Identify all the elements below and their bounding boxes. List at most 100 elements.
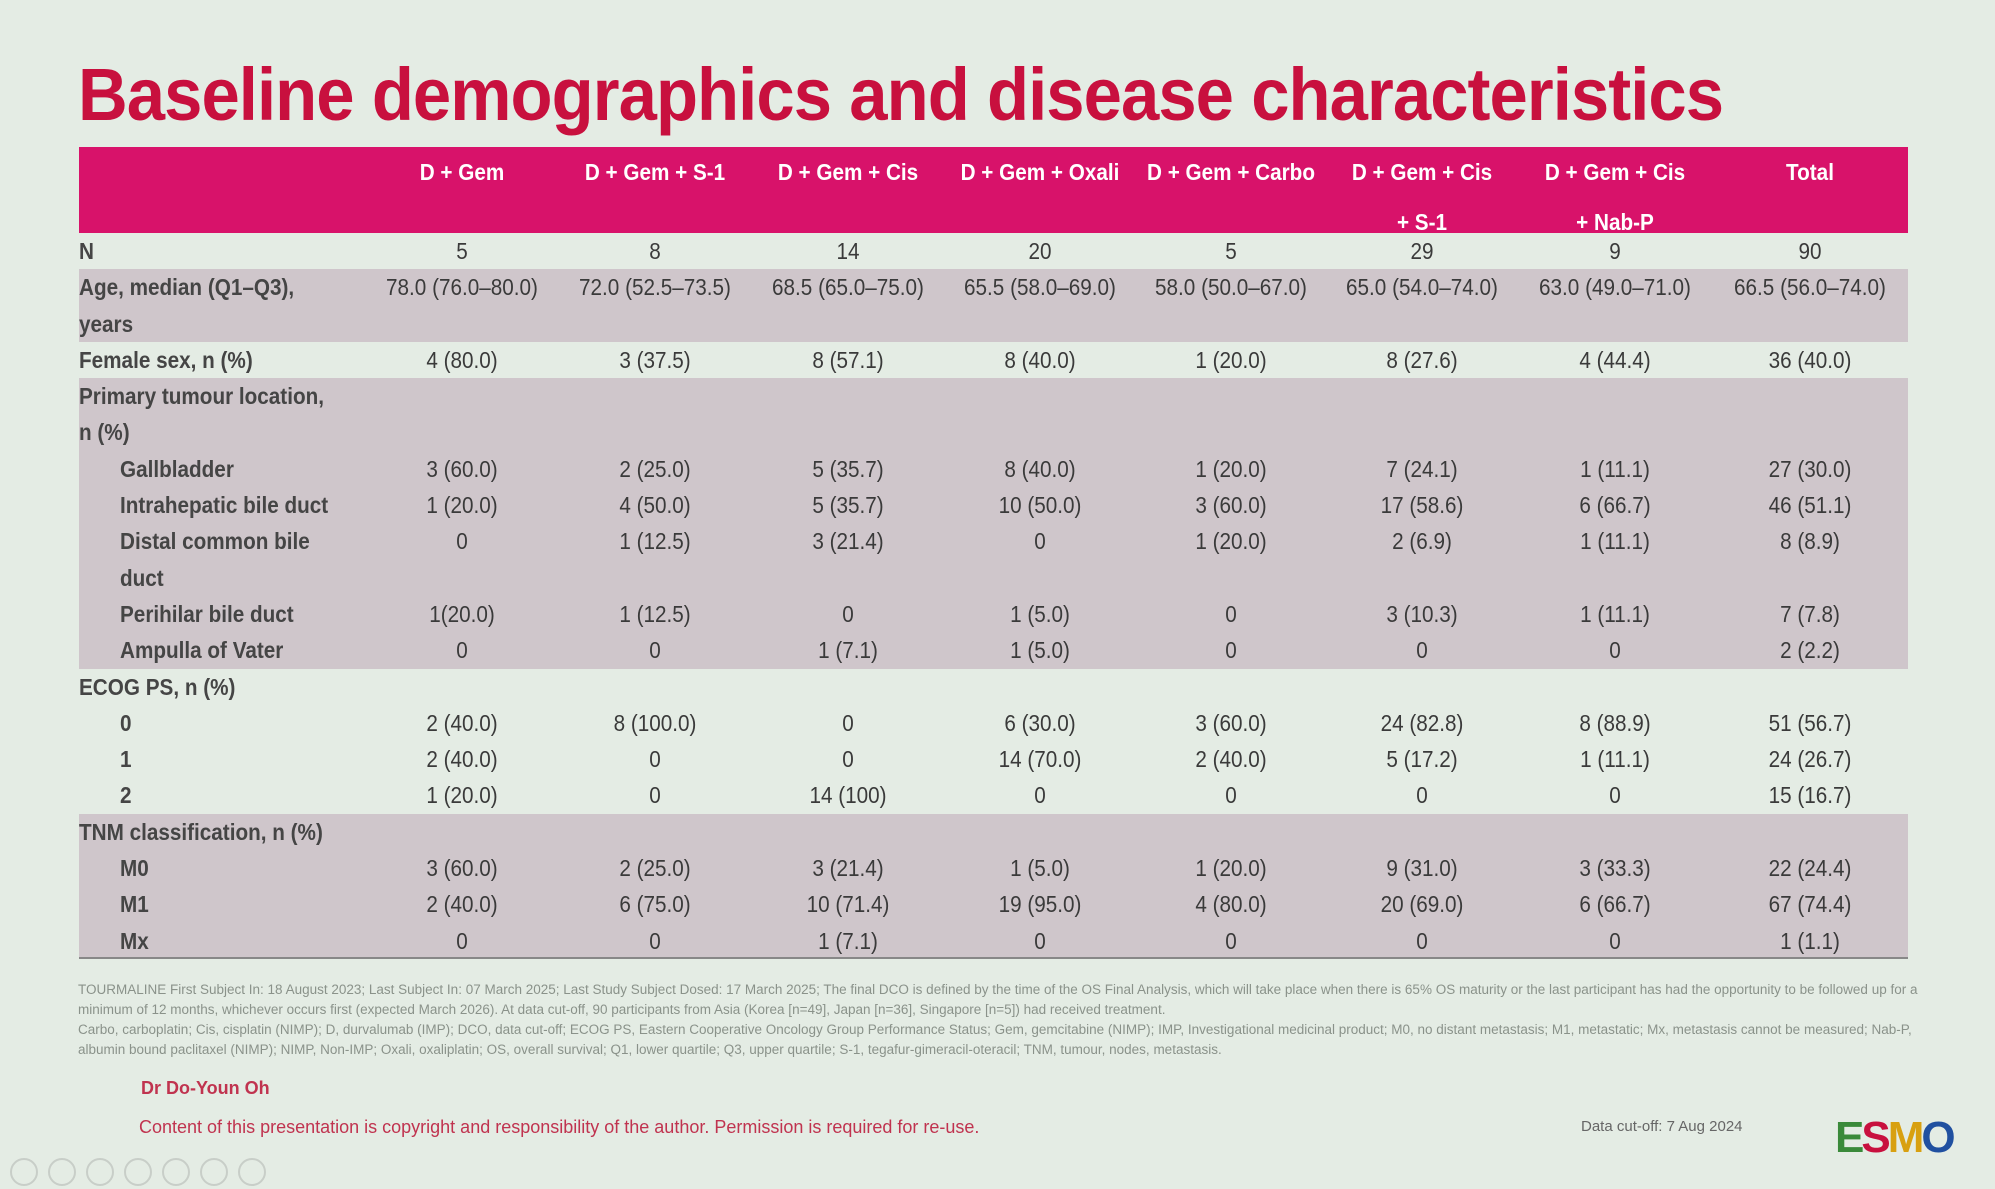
table-row: Perihilar bile duct 1(20.0) 1 (12.5) 0 1 (5.…: [79, 595, 1908, 633]
table-cell: 4 (50.0): [619, 492, 691, 519]
table-cell: 0: [842, 600, 854, 627]
row-label: ECOG PS, n (%): [79, 673, 236, 700]
table-cell: 3 (60.0): [1195, 709, 1267, 736]
table-header: D + Gem D + Gem + S-1 D + Gem + Cis D + Gem…: [79, 147, 1908, 235]
zoom-icon[interactable]: [124, 1158, 152, 1186]
table-cell: 68.5 (65.0–75.0): [772, 274, 924, 301]
table-cell: 65.5 (58.0–69.0): [964, 274, 1116, 301]
table-cell: 0: [1225, 600, 1237, 627]
table-row: Gallbladder 3 (60.0) 2 (25.0) 5 (35.7) 8 (40…: [79, 450, 1908, 488]
row-label: Age, median (Q1–Q3),: [79, 274, 295, 301]
column-header: Total: [1786, 159, 1834, 185]
row-label: M1: [120, 891, 149, 918]
author: Dr Do-Youn Oh: [141, 1078, 270, 1098]
table-cell: 2 (40.0): [1195, 746, 1267, 773]
slides-icon[interactable]: [86, 1158, 114, 1186]
table-cell: 58.0 (50.0–67.0): [1155, 274, 1307, 301]
table-cell: 3 (60.0): [426, 855, 498, 882]
table-cell: 6 (66.7): [1579, 891, 1651, 918]
pen-icon[interactable]: [48, 1158, 76, 1186]
table-cell: 0: [1416, 637, 1428, 664]
table-cell: 5 (35.7): [812, 492, 884, 519]
table-row: ECOG PS, n (%): [79, 669, 1908, 705]
table-cell: 3 (60.0): [426, 455, 498, 482]
table-cell: 1 (11.1): [1580, 746, 1650, 773]
table-cell: 1 (11.1): [1580, 528, 1650, 555]
row-label: 2: [120, 782, 132, 809]
row-label: Female sex, n (%): [79, 346, 253, 373]
data-cutoff: Data cut-off: 7 Aug 2024: [1581, 1118, 1743, 1135]
table-cell: 0: [1416, 782, 1428, 809]
table-row: TNM classification, n (%): [79, 813, 1908, 851]
table-cell: 0: [649, 782, 661, 809]
table-cell: 7 (24.1): [1386, 455, 1458, 482]
table-body: N 5 8 14 20 5 29 9 90 Age, median (Q1–Q3), 78.0 (7…: [79, 233, 1908, 959]
table-cell: 36 (40.0): [1768, 346, 1852, 373]
table-cell: 0: [1034, 927, 1046, 954]
table-cell: 1 (7.1): [818, 637, 878, 664]
table-cell: 2 (6.9): [1392, 528, 1452, 555]
table-cell: 3 (33.3): [1579, 855, 1651, 882]
row-label: 0: [120, 709, 132, 736]
footnote: TOURMALINE First Subject In: 18 August 2…: [78, 982, 1918, 1017]
row-label: Mx: [120, 927, 149, 954]
table-cell: 9: [1609, 238, 1621, 264]
table-cell: 0: [1225, 637, 1237, 664]
table-cell: 1 (20.0): [1195, 346, 1267, 373]
more-icon[interactable]: [238, 1158, 266, 1186]
table-row: Intrahepatic bile duct 1 (20.0) 4 (50.0) 5 …: [79, 487, 1908, 524]
table-cell: 8 (88.9): [1579, 709, 1651, 736]
row-label: 1: [120, 746, 132, 773]
table-cell: 63.0 (49.0–71.0): [1539, 274, 1691, 301]
table-row: M1 2 (40.0) 6 (75.0) 10 (71.4) 19 (95.0) 4 (8…: [79, 886, 1908, 923]
copyright-notice: Content of this presentation is copyrigh…: [139, 1117, 980, 1137]
table-cell: 8 (40.0): [1004, 346, 1076, 373]
column-header: D + Gem + S-1: [584, 159, 726, 185]
row-label: Perihilar bile duct: [120, 600, 294, 627]
table-cell: 15 (16.7): [1768, 782, 1852, 809]
table-cell: 8 (40.0): [1004, 455, 1076, 482]
table-cell: 0: [1416, 927, 1428, 954]
table-cell: 6 (75.0): [619, 891, 691, 918]
table-row: Female sex, n (%) 4 (80.0) 3 (37.5) 8 (57.1…: [79, 342, 1908, 378]
slide-controls: [10, 1158, 266, 1186]
column-header: D + Gem: [419, 159, 505, 185]
column-header: + Nab-P: [1576, 209, 1654, 235]
column-header: D + Gem + Oxali: [960, 159, 1120, 185]
camera-icon[interactable]: [200, 1158, 228, 1186]
table-cell: 5 (17.2): [1386, 746, 1458, 773]
baseline-table: D + Gem D + Gem + S-1 D + Gem + Cis D + Gem…: [79, 147, 1908, 959]
table-cell: 5 (35.7): [812, 455, 884, 482]
table-cell: 4 (80.0): [1195, 891, 1267, 918]
table-cell: 0: [1034, 528, 1046, 555]
table-cell: 0: [456, 637, 468, 664]
table-cell: 1 (5.0): [1010, 637, 1070, 664]
table-cell: 0: [842, 709, 854, 736]
table-cell: 1 (1.1): [1780, 927, 1840, 954]
table-row: Distal common bile 0 1 (12.5) 3 (21.4) 0 1 (2…: [79, 523, 1908, 560]
table-cell: 1 (5.0): [1010, 855, 1070, 882]
previous-icon[interactable]: [10, 1158, 38, 1186]
table-cell: 8 (27.6): [1386, 346, 1458, 373]
table-cell: 14 (70.0): [998, 746, 1082, 773]
table-cell: 5: [456, 238, 468, 264]
table-cell: 17 (58.6): [1380, 492, 1464, 519]
table-cell: 6 (30.0): [1004, 709, 1076, 736]
table-cell: 29: [1410, 238, 1434, 264]
table-cell: 0: [649, 746, 661, 773]
row-label: years: [79, 310, 134, 337]
table-cell: 1 (11.1): [1580, 600, 1650, 627]
table-cell: 67 (74.4): [1768, 891, 1852, 918]
row-label: M0: [120, 855, 149, 882]
table-row: Ampulla of Vater 0 0 1 (7.1) 1 (5.0) 0 0 0 2 (2.…: [79, 632, 1908, 669]
table-cell: 1 (12.5): [619, 600, 691, 627]
table-cell: 0: [1609, 782, 1621, 809]
table-cell: 0: [842, 746, 854, 773]
table-row: years: [79, 305, 1908, 342]
table-cell: 2 (25.0): [619, 855, 691, 882]
table-cell: 8 (57.1): [812, 346, 884, 373]
table-cell: 0: [456, 528, 468, 555]
table-cell: 2 (40.0): [426, 891, 498, 918]
subtitles-icon[interactable]: [162, 1158, 190, 1186]
table-cell: 1 (12.5): [619, 528, 691, 555]
